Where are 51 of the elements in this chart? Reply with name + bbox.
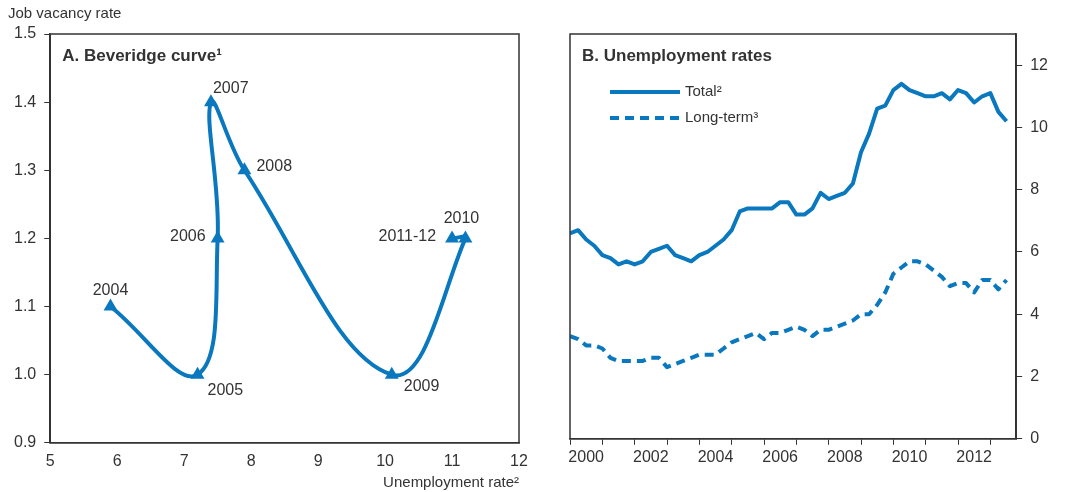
text: B. Unemployment rates [582, 45, 772, 65]
legend-label: Long-term³ [685, 108, 759, 126]
x-tick-label: 5 [45, 451, 55, 469]
x-tick-label: 2004 [697, 447, 734, 465]
legend-label: Total² [685, 82, 722, 100]
x-tick-label: 9 [313, 451, 323, 469]
y-tick-label: 8 [1030, 180, 1040, 198]
x-tick-label: 2012 [956, 447, 993, 465]
annotation: 2011-12 [378, 226, 437, 244]
point [445, 230, 459, 243]
point [384, 366, 399, 379]
point [237, 162, 252, 175]
y-tick-label: 6 [1030, 242, 1040, 260]
annotation: 2008 [256, 156, 293, 174]
x-tick-label: 2008 [827, 447, 863, 465]
y-tick-label: 1.2 [13, 228, 37, 246]
x-tick-label: 2010 [891, 447, 928, 465]
x-tick-label: 8 [246, 451, 256, 469]
x-axis-title: Unemployment rate² [383, 473, 519, 491]
x-tick-label: 6 [112, 451, 122, 469]
x-tick-label: 2000 [568, 447, 605, 465]
y-tick-label: 1.0 [13, 365, 37, 383]
line-series [570, 259, 1009, 370]
point [190, 366, 205, 379]
x-tick-label: 2002 [633, 447, 669, 465]
y-tick-label: 0.9 [13, 433, 37, 451]
x-tick-label: 7 [179, 451, 189, 469]
x-tick-label: 12 [510, 451, 528, 469]
y-tick-label: 10 [1030, 117, 1049, 135]
annotation: 2006 [170, 226, 206, 244]
y-tick-label: 1.4 [13, 92, 37, 110]
y-tick-label: 12 [1030, 55, 1049, 73]
y-tick-label: 0 [1030, 429, 1040, 447]
x-tick-label: 11 [443, 451, 461, 469]
y-tick-label: 1.5 [13, 24, 37, 42]
annotation: 2005 [207, 381, 244, 399]
annotation: 2007 [212, 78, 249, 96]
point [103, 298, 118, 311]
annotation: 2010 [443, 208, 480, 226]
y-tick-label: 2 [1030, 366, 1040, 384]
point [204, 94, 218, 107]
y-axis-title: Job vacancy rate [8, 4, 122, 22]
y-tick-label: 1.1 [13, 296, 37, 314]
annotation: 2009 [403, 377, 440, 395]
x-tick-label: 2006 [762, 447, 799, 465]
point [458, 230, 473, 243]
y-tick-label: 1.3 [13, 160, 37, 178]
y-tick-label: 4 [1030, 304, 1040, 322]
text: A. Beveridge curve¹ [62, 45, 223, 65]
annotation: 2004 [92, 280, 129, 298]
x-tick-label: 10 [376, 451, 395, 469]
